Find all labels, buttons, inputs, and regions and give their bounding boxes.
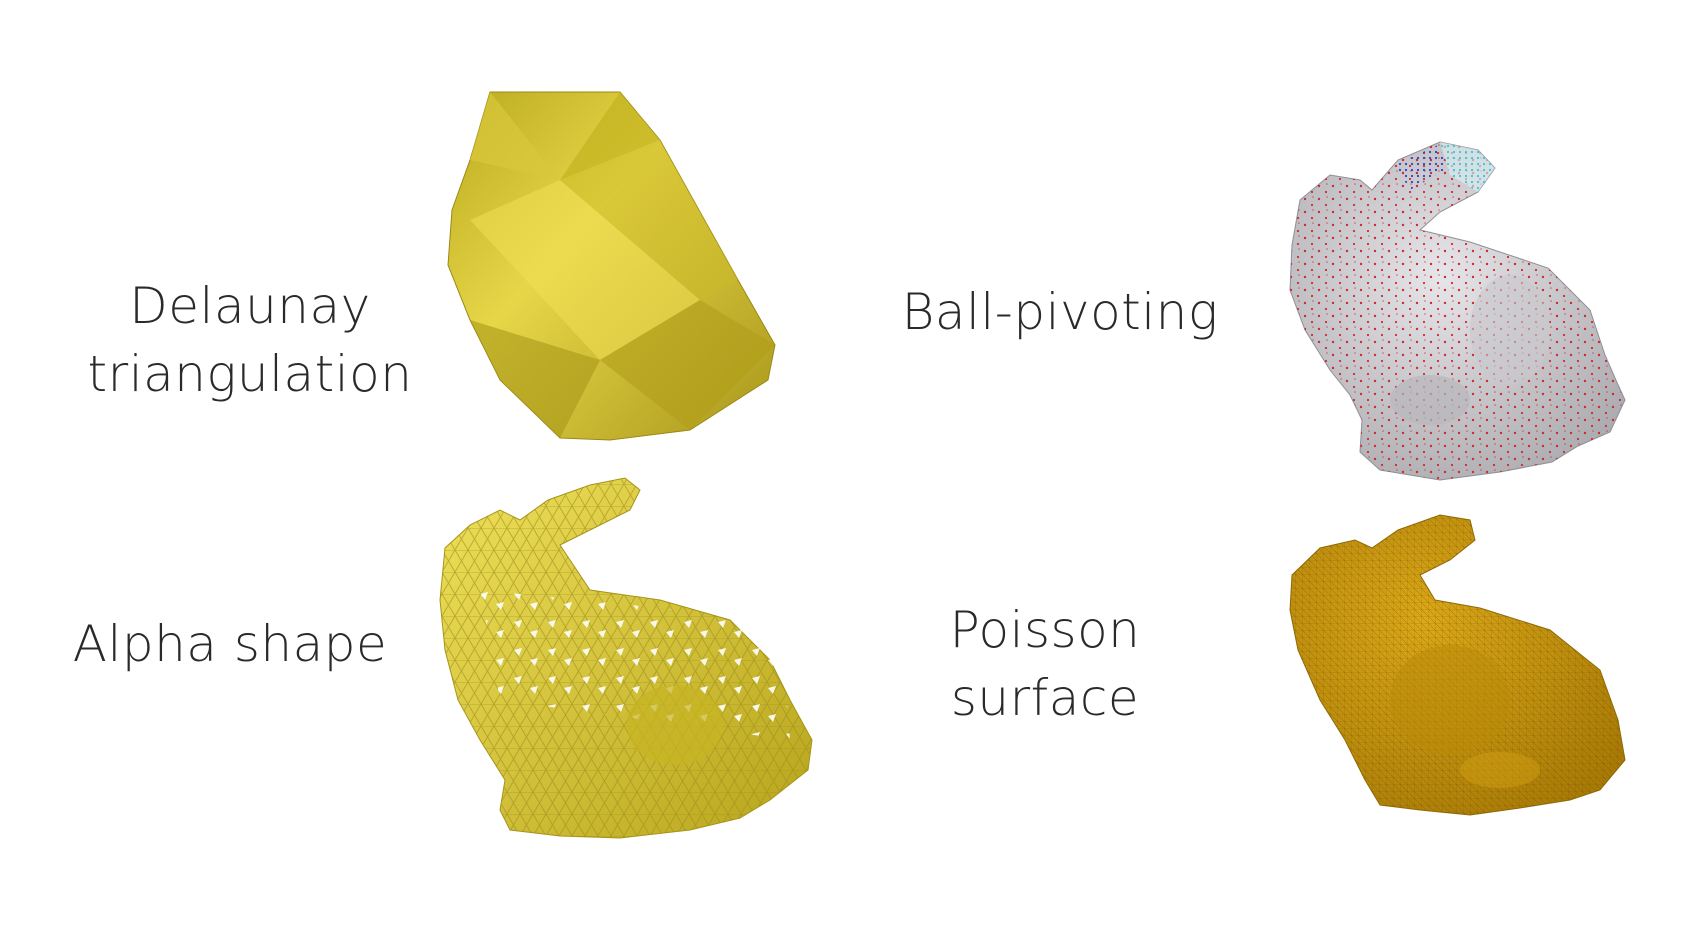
poisson-label-line-1: Poisson	[949, 601, 1141, 659]
ball-pivoting-bunny-image	[1289, 141, 1626, 481]
delaunay-label: Delaunay triangulation	[60, 272, 440, 408]
delaunay-label-line-1: Delaunay	[129, 277, 371, 335]
poisson-label-line-2: surface	[950, 669, 1140, 727]
alpha-shape-label-line-1: Alpha shape	[72, 615, 388, 673]
alpha-shape-label: Alpha shape	[50, 610, 410, 678]
poisson-bunny-image	[1289, 514, 1626, 816]
ball-pivoting-label-line-1: Ball-pivoting	[901, 283, 1219, 341]
delaunay-label-line-2: triangulation	[87, 345, 413, 403]
alpha-shape-bunny-image	[439, 477, 813, 839]
ball-pivoting-label: Ball-pivoting	[870, 278, 1250, 346]
delaunay-mesh-image	[447, 91, 776, 441]
poisson-label: Poisson surface	[880, 596, 1210, 732]
